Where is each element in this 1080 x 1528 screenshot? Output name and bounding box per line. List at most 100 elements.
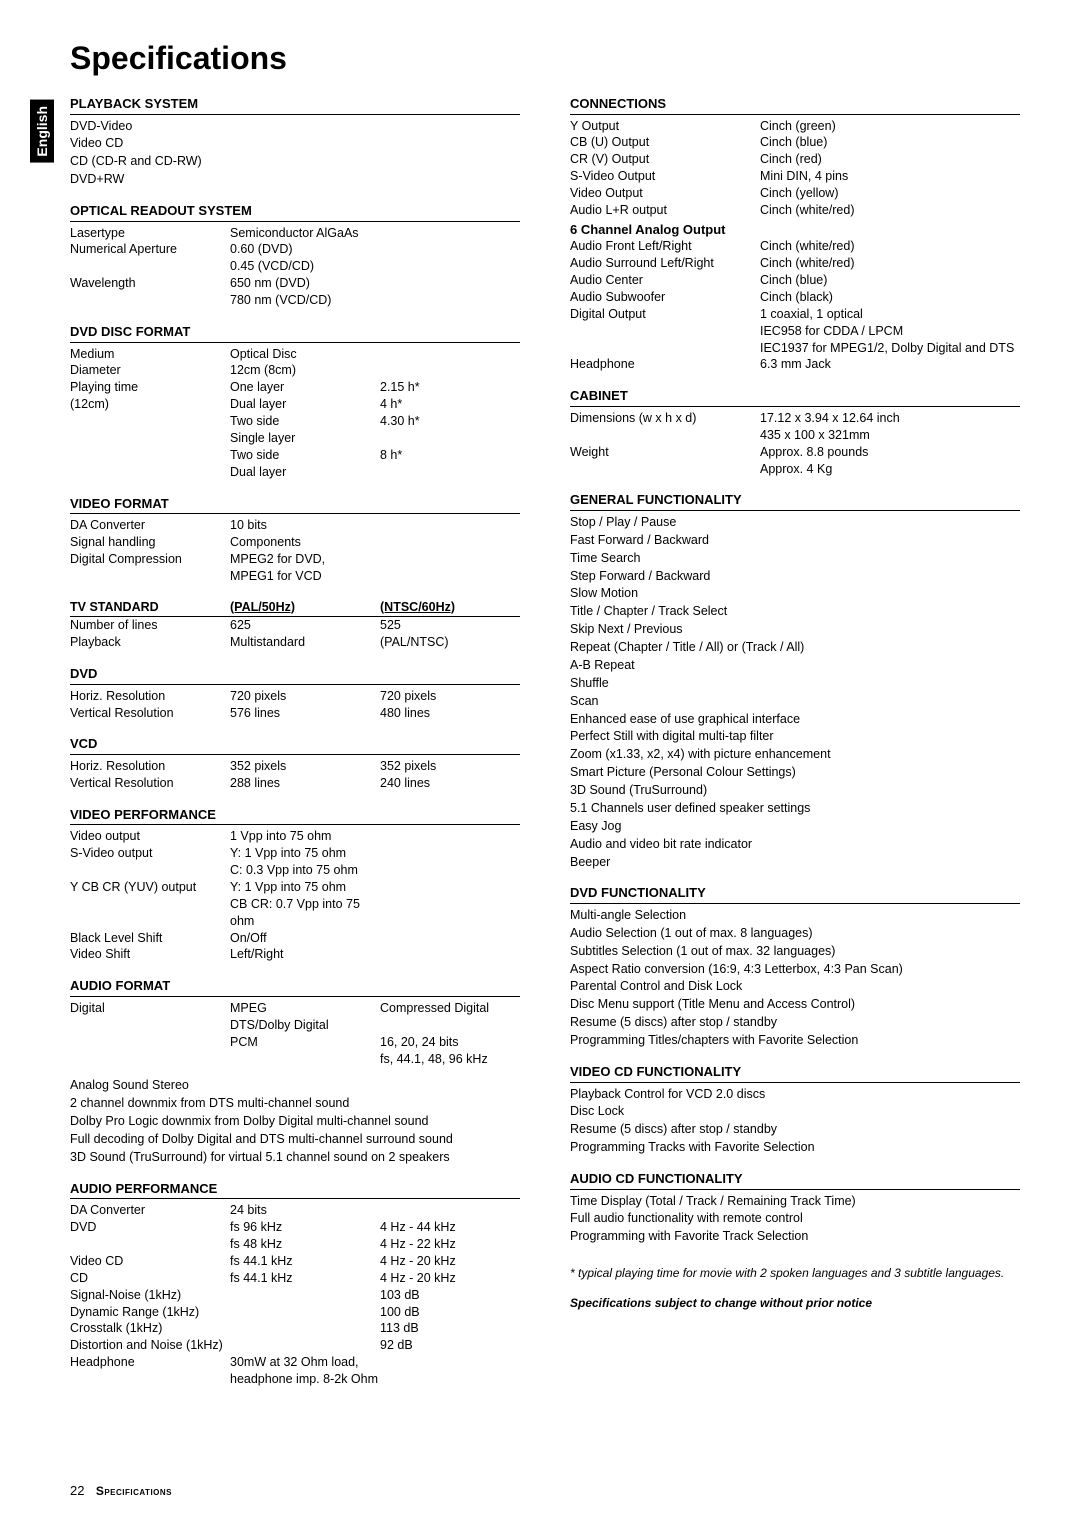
optical-rows: LasertypeSemiconductor AlGaAsNumerical A… (70, 225, 520, 309)
list-item: Analog Sound Stereo (70, 1077, 520, 1094)
list-item: Shuffle (570, 675, 1020, 692)
spec-value2: 4 Hz - 20 kHz (380, 1253, 520, 1270)
spec-label: Video CD (70, 1253, 230, 1270)
list-item: Multi-angle Selection (570, 907, 1020, 924)
spec-value2: 113 dB (380, 1320, 520, 1337)
spec-row: Y CB CR (YUV) outputY: 1 Vpp into 75 ohm (70, 879, 520, 896)
spec-row: Dynamic Range (1kHz)100 dB (70, 1304, 520, 1321)
spec-label: S-Video Output (570, 168, 760, 185)
spec-value2 (380, 1354, 520, 1371)
subject-to-change: Specifications subject to change without… (570, 1295, 1020, 1311)
spec-row: DA Converter10 bits (70, 517, 520, 534)
list-item: Subtitles Selection (1 out of max. 32 la… (570, 943, 1020, 960)
spec-row: Crosstalk (1kHz)113 dB (70, 1320, 520, 1337)
spec-label: Vertical Resolution (70, 775, 230, 792)
list-item: Enhanced ease of use graphical interface (570, 711, 1020, 728)
spec-label: CB (U) Output (570, 134, 760, 151)
spec-row: Y OutputCinch (green) (570, 118, 1020, 135)
spec-row: Vertical Resolution576 lines480 lines (70, 705, 520, 722)
list-item: Full decoding of Dolby Digital and DTS m… (70, 1131, 520, 1148)
spec-label: Digital Output (570, 306, 760, 323)
spec-label: DA Converter (70, 517, 230, 534)
spec-label (570, 427, 760, 444)
vcd-sec-title: VCD (70, 735, 520, 755)
spec-row: IEC958 for CDDA / LPCM (570, 323, 1020, 340)
spec-label: Headphone (570, 356, 760, 373)
list-item: Time Display (Total / Track / Remaining … (570, 1193, 1020, 1210)
spec-label: CD (70, 1270, 230, 1287)
spec-label (70, 1051, 230, 1068)
spec-label: Audio Subwoofer (570, 289, 760, 306)
spec-row: DTS/Dolby Digital (70, 1017, 520, 1034)
spec-row: Signal-Noise (1kHz)103 dB (70, 1287, 520, 1304)
spec-label (570, 461, 760, 478)
spec-value: PCM (230, 1034, 380, 1051)
spec-value (230, 1320, 380, 1337)
spec-value: fs 96 kHz (230, 1219, 380, 1236)
left-column: PLAYBACK SYSTEM DVD-VideoVideo CDCD (CD-… (70, 95, 520, 1388)
spec-row: Digital CompressionMPEG2 for DVD, (70, 551, 520, 568)
spec-value: 720 pixels (230, 688, 380, 705)
spec-value: MPEG (230, 1000, 380, 1017)
spec-label: (12cm) (70, 396, 230, 413)
list-item: 3D Sound (TruSurround) (570, 782, 1020, 799)
spec-value: 1 coaxial, 1 optical (760, 306, 1020, 323)
list-item: Scan (570, 693, 1020, 710)
list-item: Zoom (x1.33, x2, x4) with picture enhanc… (570, 746, 1020, 763)
spec-value2: 4 Hz - 22 kHz (380, 1236, 520, 1253)
spec-row: Audio Surround Left/RightCinch (white/re… (570, 255, 1020, 272)
spec-value2: (PAL/NTSC) (380, 634, 520, 651)
spec-label: Number of lines (70, 617, 230, 634)
spec-label: Audio L+R output (570, 202, 760, 219)
list-item: Resume (5 discs) after stop / standby (570, 1121, 1020, 1138)
spec-value: fs 44.1 kHz (230, 1270, 380, 1287)
tv-head-c2: (PAL/50Hz) (230, 599, 380, 616)
video-perf-title: VIDEO PERFORMANCE (70, 806, 520, 826)
spec-row: MPEG1 for VCD (70, 568, 520, 585)
spec-value: Multistandard (230, 634, 380, 651)
audio-format-rows: DigitalMPEGCompressed DigitalDTS/Dolby D… (70, 1000, 520, 1068)
spec-label: Y CB CR (YUV) output (70, 879, 230, 896)
playback-items: DVD-VideoVideo CDCD (CD-R and CD-RW)DVD+… (70, 118, 520, 189)
spec-value2: 8 h* (380, 447, 520, 464)
spec-value: Approx. 8.8 pounds (760, 444, 1020, 461)
spec-value: Dual layer (230, 396, 380, 413)
spec-label (70, 568, 230, 585)
spec-row: Video ShiftLeft/Right (70, 946, 520, 963)
spec-value: Cinch (red) (760, 151, 1020, 168)
spec-row: Black Level ShiftOn/Off (70, 930, 520, 947)
spec-row: Audio SubwooferCinch (black) (570, 289, 1020, 306)
spec-row: fs, 44.1, 48, 96 kHz (70, 1051, 520, 1068)
spec-label: Playback (70, 634, 230, 651)
spec-row: Horiz. Resolution352 pixels352 pixels (70, 758, 520, 775)
spec-row: Two side4.30 h* (70, 413, 520, 430)
tv-head-c1: TV STANDARD (70, 599, 230, 616)
connections-title: CONNECTIONS (570, 95, 1020, 115)
list-item: Programming with Favorite Track Selectio… (570, 1228, 1020, 1245)
spec-value2 (380, 1202, 520, 1219)
spec-value2: 525 (380, 617, 520, 634)
optical-title: OPTICAL READOUT SYSTEM (70, 202, 520, 222)
spec-label (70, 258, 230, 275)
audio-perf-rows: DA Converter24 bitsDVDfs 96 kHz4 Hz - 44… (70, 1202, 520, 1388)
spec-value: headphone imp. 8-2k Ohm (230, 1371, 380, 1388)
list-item: CD (CD-R and CD-RW) (70, 153, 520, 170)
spec-value: Cinch (white/red) (760, 255, 1020, 272)
spec-row: 435 x 100 x 321mm (570, 427, 1020, 444)
acd-func-items: Time Display (Total / Track / Remaining … (570, 1193, 1020, 1246)
spec-row: CR (V) OutputCinch (red) (570, 151, 1020, 168)
list-item: Easy Jog (570, 818, 1020, 835)
spec-label (70, 292, 230, 309)
list-item: Skip Next / Previous (570, 621, 1020, 638)
dvd-sec-rows: Horiz. Resolution720 pixels720 pixelsVer… (70, 688, 520, 722)
spec-row: DVDfs 96 kHz4 Hz - 44 kHz (70, 1219, 520, 1236)
page-number: 22 (70, 1483, 84, 1498)
spec-value: 24 bits (230, 1202, 380, 1219)
list-item: A-B Repeat (570, 657, 1020, 674)
audio-format-title: AUDIO FORMAT (70, 977, 520, 997)
spec-value: 0.60 (DVD) (230, 241, 380, 258)
spec-row: PlaybackMultistandard(PAL/NTSC) (70, 634, 520, 651)
spec-value: 780 nm (VCD/CD) (230, 292, 380, 309)
spec-row: Dual layer (70, 464, 520, 481)
vcd-sec-rows: Horiz. Resolution352 pixels352 pixelsVer… (70, 758, 520, 792)
